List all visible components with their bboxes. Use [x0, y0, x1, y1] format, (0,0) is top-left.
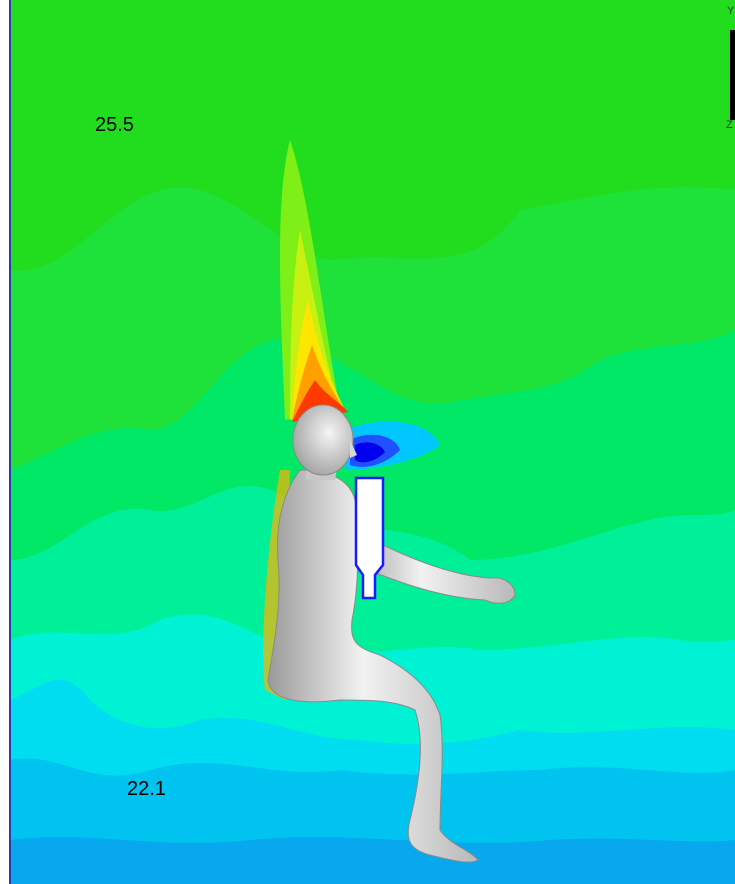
axis-triad: [730, 30, 735, 120]
page: Y Z 25.5 22.1 (() => { const data = JSON…: [0, 0, 735, 884]
contour-view: Y Z 25.5 22.1: [0, 0, 735, 884]
triad-y: Y: [727, 5, 735, 17]
max-label: 25.5: [95, 114, 134, 136]
triad-z: Z: [726, 119, 733, 131]
min-label: 22.1: [127, 778, 166, 800]
